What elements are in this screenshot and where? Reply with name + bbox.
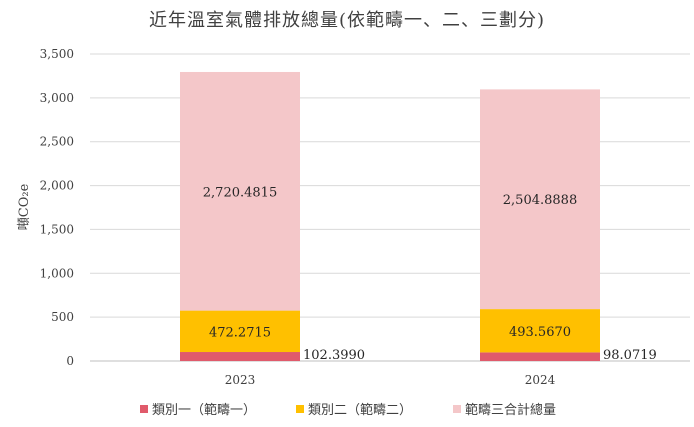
bar-segment <box>180 71 300 311</box>
x-axis: 2023 2024 <box>225 373 556 387</box>
bar-segment <box>480 352 600 361</box>
bars <box>180 71 600 361</box>
y-tick-label: 2,000 <box>40 179 74 193</box>
bar-segment <box>480 309 600 353</box>
bar-segment <box>480 89 600 310</box>
legend-label: 類別二（範疇二） <box>308 403 412 418</box>
y-axis: 0 500 1,000 1,500 2,000 2,500 3,000 3,500 <box>40 47 74 368</box>
data-label: 2,720.4815 <box>203 185 277 200</box>
legend-swatch <box>296 405 304 413</box>
chart-title: 近年溫室氣體排放總量(依範疇一、二、三劃分) <box>149 10 545 31</box>
y-tick-label: 3,000 <box>40 91 74 105</box>
y-tick-label: 1,000 <box>40 266 74 280</box>
bar-segment <box>180 352 300 361</box>
y-axis-label: 噸CO₂e <box>17 183 32 230</box>
data-label: 493.5670 <box>509 325 571 340</box>
data-label: 2,504.8888 <box>503 193 577 208</box>
data-labels: 102.3990 472.2715 2,720.4815 98.0719 493.567… <box>203 185 657 363</box>
y-tick-label: 0 <box>66 354 74 368</box>
legend: 類別一（範疇一） 類別二（範疇二） 範疇三合計總量 <box>140 402 556 418</box>
x-tick-label: 2023 <box>225 373 256 387</box>
y-tick-label: 2,500 <box>40 135 74 149</box>
legend-swatch <box>140 405 148 413</box>
y-tick-label: 500 <box>51 310 74 324</box>
legend-label: 類別一（範疇一） <box>152 403 256 418</box>
data-label: 472.2715 <box>209 325 271 340</box>
y-tick-label: 1,500 <box>40 222 74 236</box>
x-tick-label: 2024 <box>525 373 556 387</box>
legend-swatch <box>453 405 461 413</box>
legend-label: 範疇三合計總量 <box>465 402 556 418</box>
data-label: 102.3990 <box>303 348 365 363</box>
data-label: 98.0719 <box>603 348 657 363</box>
y-tick-label: 3,500 <box>40 47 74 61</box>
bar-segment <box>180 310 300 353</box>
